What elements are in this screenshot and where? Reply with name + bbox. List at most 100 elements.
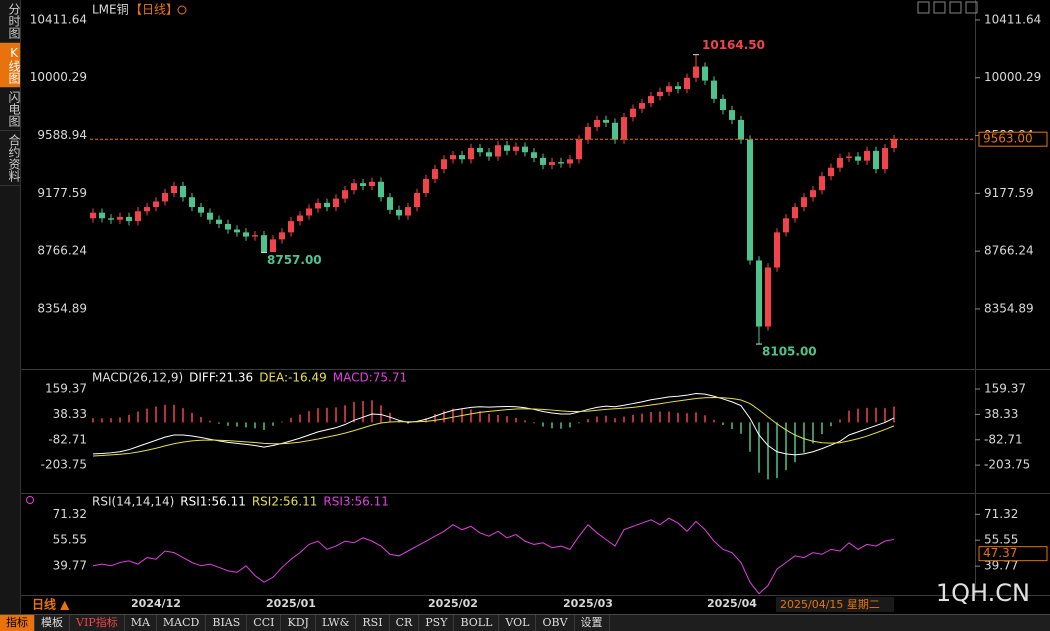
y-tick-label: 71.32: [53, 507, 87, 521]
candle-body: [207, 212, 213, 220]
last-price-box: [978, 131, 1048, 147]
background: [21, 0, 1050, 614]
candle-body: [468, 148, 474, 160]
y-tick-label: 9588.94: [37, 128, 87, 142]
candle-body: [855, 156, 861, 161]
candle-body: [360, 183, 366, 186]
y-tick-label: 71.32: [984, 507, 1018, 521]
candle-body: [702, 66, 708, 81]
window-button[interactable]: [933, 1, 946, 14]
x-tick-label: 2025/01: [266, 597, 316, 610]
legend-entry: MACD(26,12,9): [92, 371, 183, 385]
toolbar-tab[interactable]: 模板: [35, 615, 70, 631]
candle-body: [99, 212, 105, 219]
candle-body: [234, 229, 240, 233]
toolbar-tab[interactable]: CR: [390, 615, 420, 631]
toolbar-tab[interactable]: CCI: [247, 615, 282, 631]
candle-body: [810, 190, 816, 198]
candle-body: [891, 139, 897, 149]
y-tick-label: 8766.24: [984, 244, 1034, 258]
chart-title: LME铜: [92, 2, 129, 17]
chart-subtitle: 【日线】: [130, 3, 178, 17]
candle-body: [180, 185, 186, 198]
sidebar-tab[interactable]: 闪电图: [0, 88, 21, 131]
candle-body: [621, 117, 627, 140]
legend-entry: DIFF:21.36: [189, 371, 253, 385]
toolbar-tab[interactable]: PSY: [419, 615, 455, 631]
y-marker-label: 47.37: [983, 546, 1017, 560]
candle-body: [657, 91, 663, 97]
candle-body: [792, 207, 798, 219]
window-buttons: [917, 1, 978, 14]
y-tick-label: 55.55: [53, 533, 87, 547]
legend-entry: RSI2:56.11: [252, 495, 318, 509]
candle-body: [342, 190, 348, 199]
toolbar-tab[interactable]: OBV: [536, 615, 575, 631]
candle-body: [837, 157, 843, 168]
candle-body: [333, 198, 339, 208]
candle-body: [675, 86, 681, 90]
last-price-label: 9563.00: [983, 132, 1033, 146]
candle-body: [738, 119, 744, 140]
window-button[interactable]: [949, 1, 962, 14]
candle-body: [378, 181, 384, 198]
candle-body: [603, 119, 609, 123]
period-label[interactable]: 日线 ▲: [32, 597, 70, 612]
candle-body: [126, 216, 132, 222]
candle-body: [297, 215, 303, 222]
legend-entry: RSI3:56.11: [323, 495, 389, 509]
candle-body: [666, 86, 672, 92]
y-tick-label: 55.55: [984, 533, 1018, 547]
candle-body: [477, 148, 483, 153]
settings-icon[interactable]: [177, 5, 187, 15]
sidebar-tab[interactable]: 分时图: [0, 0, 21, 43]
y-tick-label: 10000.29: [30, 70, 87, 84]
candle-body: [459, 155, 465, 160]
candle-body: [783, 218, 789, 233]
cursor-date-box: [776, 597, 894, 612]
candle-body: [351, 183, 357, 191]
candle-body: [306, 208, 312, 216]
y-tick-label: -82.71: [48, 432, 87, 446]
candle-body: [189, 197, 195, 208]
y-tick-label: 8766.24: [37, 244, 87, 258]
candle-body: [630, 108, 636, 118]
toolbar-tab[interactable]: BIAS: [206, 615, 248, 631]
window-button[interactable]: [917, 1, 930, 14]
candle-body: [414, 193, 420, 208]
sidebar-tab[interactable]: K线图: [0, 43, 21, 88]
toolbar-tab[interactable]: RSI: [356, 615, 390, 631]
indicator-icon[interactable]: [26, 496, 34, 504]
toolbar-tab[interactable]: LW&: [316, 615, 357, 631]
candle-body: [819, 176, 825, 191]
y-tick-label: 8354.89: [984, 301, 1034, 315]
candle-body: [486, 152, 492, 157]
toolbar-tab[interactable]: VOL: [499, 615, 537, 631]
toolbar-tab[interactable]: KDJ: [281, 615, 316, 631]
toolbar-tab[interactable]: BOLL: [454, 615, 500, 631]
candle-body: [252, 235, 258, 237]
candle-body: [171, 185, 177, 194]
candle-body: [639, 103, 645, 109]
y-tick-label: -82.71: [984, 432, 1023, 446]
candle-body: [315, 202, 321, 209]
candle-body: [828, 167, 834, 177]
y-tick-label: 159.37: [984, 382, 1026, 396]
candle-body: [711, 80, 717, 99]
y-tick-label: 9177.59: [37, 186, 87, 200]
sidebar-tab[interactable]: 合约资料: [0, 131, 21, 186]
candle-body: [594, 119, 600, 127]
toolbar-tab[interactable]: VIP指标: [70, 615, 125, 631]
y-tick-label: 9177.59: [984, 186, 1034, 200]
candle-body: [756, 260, 762, 327]
toolbar-tab[interactable]: MA: [125, 615, 157, 631]
toolbar-tab[interactable]: MACD: [157, 615, 207, 631]
toolbar-tab[interactable]: 指标: [0, 615, 35, 631]
y-tick-label: 39.77: [984, 559, 1018, 573]
y-tick-label: 38.33: [984, 407, 1018, 421]
toolbar-tab[interactable]: 设置: [575, 615, 610, 631]
y-tick-label: 10411.64: [30, 12, 87, 26]
y-tick-label: -203.75: [984, 458, 1030, 472]
window-button[interactable]: [965, 1, 978, 14]
candle-body: [648, 96, 654, 104]
